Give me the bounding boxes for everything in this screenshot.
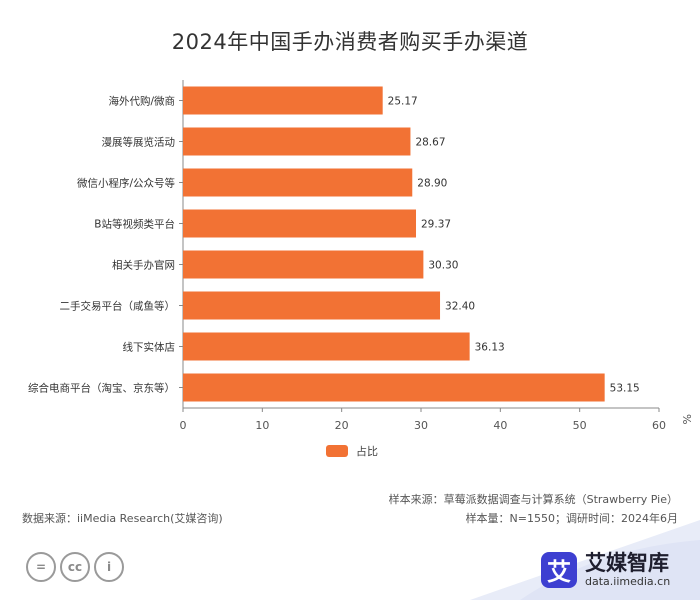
x-tick-label: 40 — [493, 419, 507, 432]
creative-commons-badges: = cc i — [26, 552, 124, 582]
value-label: 36.13 — [475, 342, 505, 354]
brand-logo: 艾 — [541, 551, 577, 588]
bar — [183, 209, 417, 238]
category-label: 微信小程序/公众号等 — [77, 177, 176, 190]
bar — [183, 332, 470, 361]
category-label: B站等视频类平台 — [94, 218, 175, 231]
value-label: 28.67 — [415, 137, 445, 149]
brand-name: 艾媒智库 — [585, 551, 669, 575]
category-label: 二手交易平台（咸鱼等） — [60, 300, 176, 313]
equals-icon: = — [26, 552, 56, 582]
data-source: 数据来源：iiMedia Research(艾媒咨询) — [22, 512, 223, 525]
bar — [183, 291, 441, 320]
bar — [183, 127, 411, 156]
category-label: 相关手办官网 — [112, 259, 175, 272]
bar — [183, 250, 424, 279]
category-label: 综合电商平台（淘宝、京东等） — [28, 382, 175, 395]
chart-title: 2024年中国手办消费者购买手办渠道 — [171, 30, 529, 54]
value-label: 25.17 — [388, 96, 418, 108]
value-label: 29.37 — [421, 219, 451, 231]
value-label: 30.30 — [428, 260, 458, 272]
x-tick-label: 60 — [652, 419, 666, 432]
sample-size: 样本量：N=1550；调研时间：2024年6月 — [465, 512, 678, 525]
x-axis-unit: % — [680, 414, 693, 424]
bar — [183, 373, 605, 402]
x-tick-label: 50 — [573, 419, 587, 432]
legend-swatch — [326, 445, 348, 457]
brand-url: data.iimedia.cn — [585, 575, 671, 588]
value-label: 28.90 — [417, 178, 447, 190]
category-label: 线下实体店 — [123, 341, 176, 354]
x-tick-label: 0 — [180, 419, 187, 432]
value-label: 53.15 — [610, 383, 640, 395]
category-label: 漫展等展览活动 — [102, 136, 176, 149]
sample-source: 样本来源：草莓派数据调查与计算系统（Strawberry Pie） — [388, 493, 678, 506]
bar — [183, 86, 383, 115]
bar — [183, 168, 413, 197]
x-tick-label: 10 — [255, 419, 269, 432]
x-tick-label: 30 — [414, 419, 428, 432]
brand-block: 艾 艾媒智库 data.iimedia.cn — [541, 551, 670, 588]
legend: 占比 — [326, 443, 378, 459]
category-label: 海外代购/微商 — [108, 95, 175, 108]
bar-chart: 0 10 20 30 40 50 60 % 海外代购/微商 25.17 漫展等展览活动 28.67 微信… — [28, 80, 693, 432]
x-tick-label: 20 — [335, 419, 349, 432]
legend-label: 占比 — [356, 445, 378, 458]
cc-icon: cc — [60, 552, 90, 582]
value-label: 32.40 — [445, 301, 475, 313]
attribution-icon: i — [94, 552, 124, 582]
